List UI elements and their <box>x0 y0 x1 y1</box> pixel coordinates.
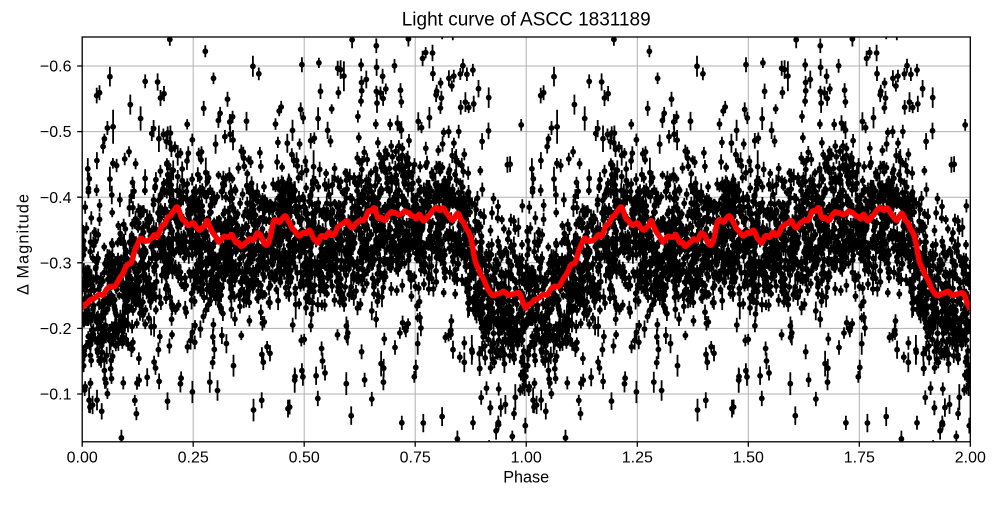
svg-text:0.75: 0.75 <box>400 450 431 467</box>
svg-text:1.50: 1.50 <box>733 450 764 467</box>
svg-text:−0.3: −0.3 <box>40 255 72 272</box>
svg-text:2.00: 2.00 <box>955 450 986 467</box>
svg-text:1.00: 1.00 <box>511 450 542 467</box>
svg-text:Phase: Phase <box>503 468 549 486</box>
svg-text:0.25: 0.25 <box>178 450 209 467</box>
svg-text:−0.4: −0.4 <box>40 190 72 207</box>
svg-text:1.75: 1.75 <box>844 450 875 467</box>
svg-text:Light curve of ASCC 1831189: Light curve of ASCC 1831189 <box>402 10 651 31</box>
svg-text:Δ Magnitude: Δ Magnitude <box>14 193 32 295</box>
svg-text:−0.2: −0.2 <box>40 321 72 338</box>
svg-text:−0.1: −0.1 <box>40 387 72 404</box>
svg-text:−0.5: −0.5 <box>40 124 72 141</box>
svg-text:1.25: 1.25 <box>622 450 653 467</box>
svg-text:0.00: 0.00 <box>67 450 98 467</box>
svg-text:0.50: 0.50 <box>289 450 320 467</box>
svg-text:−0.6: −0.6 <box>40 59 72 76</box>
